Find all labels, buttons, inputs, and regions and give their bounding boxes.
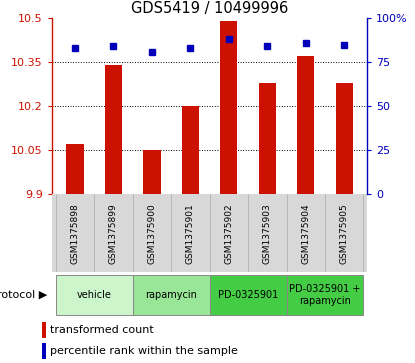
Bar [259, 83, 276, 194]
Bar [42, 343, 46, 359]
Bar [66, 144, 83, 194]
Text: PD-0325901: PD-0325901 [218, 290, 278, 300]
Bar [42, 322, 46, 338]
Text: GSM1375899: GSM1375899 [109, 203, 118, 264]
Bar [297, 56, 315, 194]
Text: GSM1375904: GSM1375904 [301, 203, 310, 264]
Title: GDS5419 / 10499996: GDS5419 / 10499996 [131, 1, 288, 16]
Bar [143, 150, 161, 194]
Text: GSM1375903: GSM1375903 [263, 203, 272, 264]
Bar [56, 276, 133, 315]
Text: percentile rank within the sample: percentile rank within the sample [50, 346, 238, 356]
Text: PD-0325901 +
rapamycin: PD-0325901 + rapamycin [289, 284, 361, 306]
Bar [220, 21, 237, 194]
Text: rapamycin: rapamycin [145, 290, 197, 300]
Text: GSM1375902: GSM1375902 [224, 203, 233, 264]
Text: GSM1375898: GSM1375898 [71, 203, 79, 264]
Text: GSM1375900: GSM1375900 [147, 203, 156, 264]
Text: GSM1375905: GSM1375905 [340, 203, 349, 264]
Bar [182, 106, 199, 194]
Bar [133, 276, 210, 315]
Bar [210, 276, 286, 315]
Bar [286, 276, 364, 315]
Bar [336, 83, 353, 194]
Bar [105, 65, 122, 194]
Text: protocol ▶: protocol ▶ [0, 290, 48, 300]
Text: vehicle: vehicle [77, 290, 112, 300]
Text: GSM1375901: GSM1375901 [186, 203, 195, 264]
Text: transformed count: transformed count [50, 325, 154, 335]
